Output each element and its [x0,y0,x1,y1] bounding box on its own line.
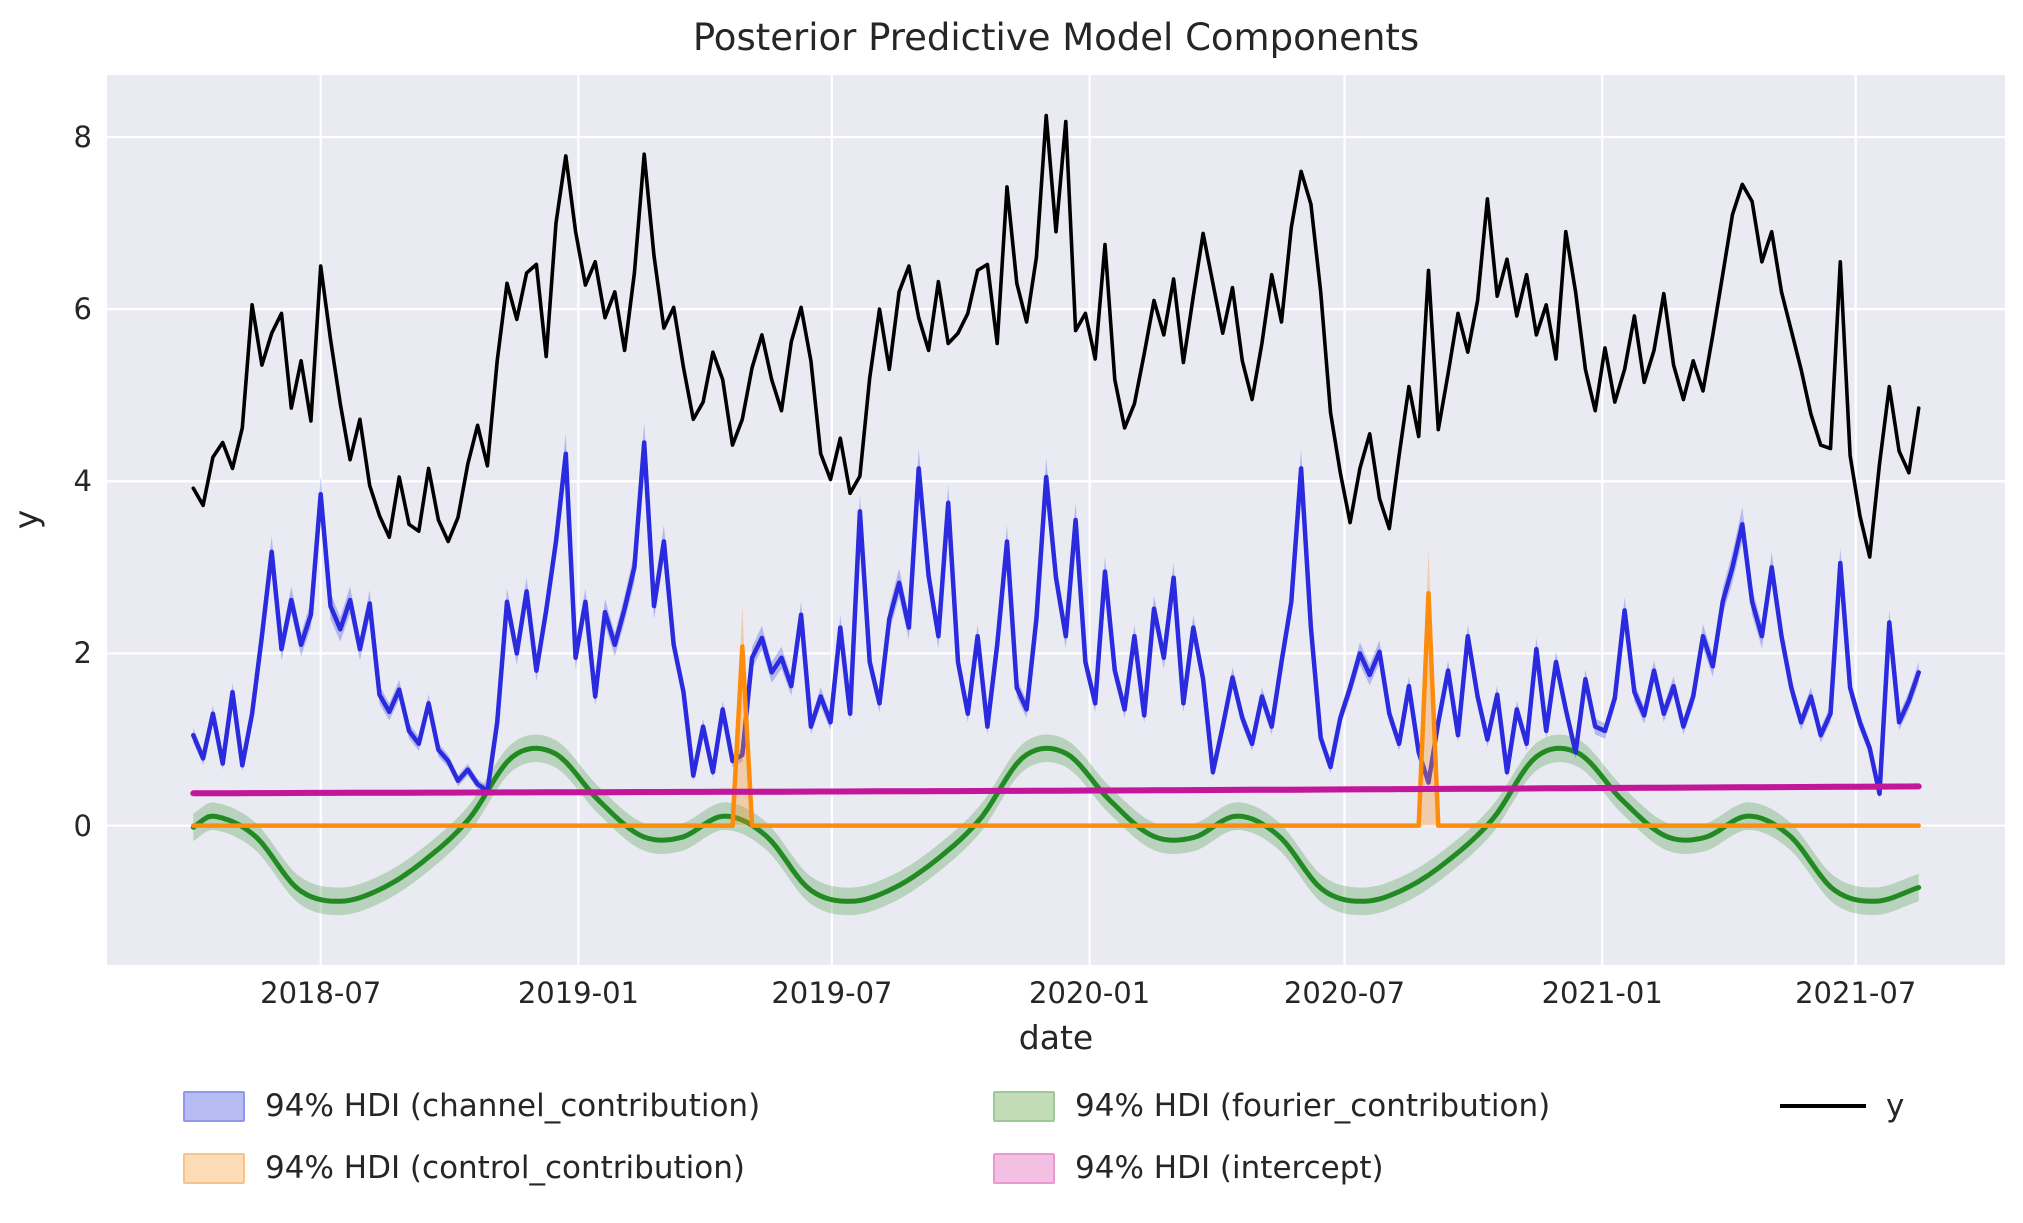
legend-label: 94% HDI (intercept) [1075,1150,1384,1186]
channel-hdi-swatch [183,1090,245,1122]
x-tick-label: 2019-01 [517,976,639,1010]
x-tick-label: 2019-07 [771,976,893,1010]
chart-canvas [107,75,2005,965]
legend-label: y [1886,1088,1905,1124]
legend-label: 94% HDI (control_contribution) [265,1150,745,1186]
legend-item-intercept: 94% HDI (intercept) [993,1148,1384,1188]
x-tick-label: 2020-07 [1283,976,1406,1010]
y-line-swatch [1780,1104,1866,1108]
x-tick-label: 2020-01 [1029,976,1151,1010]
x-tick-label: 2021-01 [1541,976,1663,1010]
y-tick-label: 6 [73,292,92,327]
y-axis-label: y [6,509,46,530]
fourier-contribution-line [190,745,1922,904]
legend-item-y: y [1780,1086,1904,1126]
x-axis-label: date [1018,1018,1094,1057]
x-tick-label: 2021-07 [1795,976,1917,1010]
legend-item-channel-contribution: 94% HDI (channel_contribution) [183,1086,760,1126]
legend-item-fourier-contribution: 94% HDI (fourier_contribution) [993,1086,1550,1126]
channel-contribution-line [191,440,1921,796]
legend-item-control-contribution: 94% HDI (control_contribution) [183,1148,745,1188]
fourier-hdi-swatch [993,1090,1055,1122]
intercept-line [190,783,1922,797]
y-tick-label: 0 [73,808,92,843]
plot-area [107,75,2005,965]
y-tick-label: 2 [73,636,92,671]
y-tick-label: 4 [73,464,92,499]
control-hdi-swatch [183,1152,245,1184]
x-tick-label: 2018-07 [260,976,382,1010]
chart-title: Posterior Predictive Model Components [692,16,1420,59]
observed-y-line [191,113,1921,559]
legend-label: 94% HDI (fourier_contribution) [1075,1088,1551,1124]
y-tick-label: 8 [73,119,92,154]
legend-label: 94% HDI (channel_contribution) [265,1088,761,1124]
intercept-hdi-swatch [993,1152,1055,1184]
